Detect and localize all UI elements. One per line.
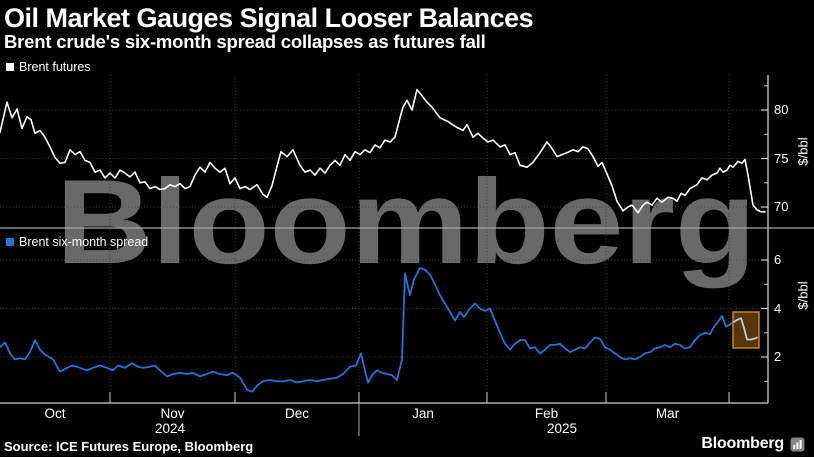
spread-legend-label: Brent six-month spread (19, 235, 149, 249)
legend-brent-spread: Brent six-month spread (6, 235, 148, 249)
futures-line-series (0, 88, 766, 214)
spread-line-highlighted-tail (733, 317, 758, 341)
source-note: Source: ICE Futures Europe, Bloomberg (4, 439, 254, 454)
page-subtitle: Brent crude's six-month spread collapses… (4, 31, 486, 52)
page-title: Oil Market Gauges Signal Looser Balances (4, 3, 534, 33)
bloomberg-logo-text: Bloomberg (701, 435, 784, 452)
bloomberg-logo: Bloomberg (701, 435, 805, 453)
bloomberg-watermark: Bloomberg (56, 155, 756, 289)
spread-legend-swatch (6, 238, 14, 246)
futures-legend-swatch (6, 63, 14, 71)
bloomberg-terminal-icon (790, 437, 805, 451)
futures-legend-label: Brent futures (19, 60, 91, 74)
highlight-box (732, 311, 760, 349)
spread-line-series (0, 267, 735, 393)
legend-brent-futures: Brent futures (6, 60, 91, 74)
